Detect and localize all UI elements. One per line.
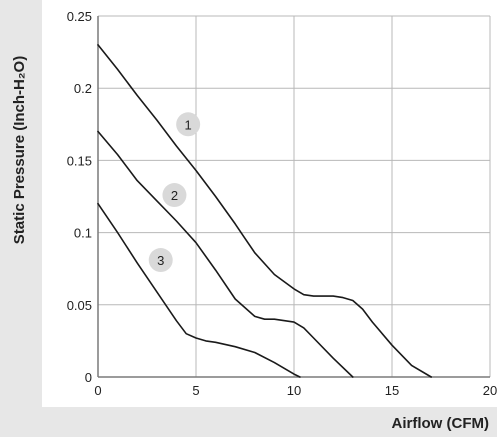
- y-tick-label: 0: [85, 370, 92, 385]
- curve-label-text: 2: [171, 188, 178, 203]
- curve-label-circle: [176, 112, 201, 137]
- x-axis-title: Airflow (CFM): [392, 415, 489, 432]
- y-tick-label: 0.15: [67, 153, 92, 168]
- left-axis-band: [0, 0, 42, 437]
- series-lines: [97, 44, 433, 378]
- curve-label-circle: [162, 183, 187, 208]
- x-tick-label: 0: [94, 383, 101, 398]
- curve-label-circle: [148, 248, 173, 273]
- y-tick-label: 0.2: [74, 81, 92, 96]
- series-line-2: [97, 130, 354, 378]
- axes: [97, 16, 490, 378]
- series-line-3: [97, 202, 301, 378]
- curve-labels: 1 2 3: [148, 112, 201, 273]
- bottom-axis-band: [0, 407, 497, 437]
- tick-labels: 0 5 10 15 20 0 0.05 0.1 0.15 0.2 0.25: [67, 9, 497, 398]
- y-axis-title: Static Pressure (Inch-H₂O): [11, 56, 28, 244]
- curve-label-1: 1: [176, 112, 201, 137]
- curve-label-3: 3: [148, 248, 173, 273]
- x-tick-label: 5: [192, 383, 199, 398]
- x-tick-label: 10: [287, 383, 301, 398]
- x-tick-label: 20: [483, 383, 497, 398]
- curve-label-text: 1: [185, 117, 192, 132]
- y-tick-label: 0.1: [74, 226, 92, 241]
- curve-label-2: 2: [162, 183, 187, 208]
- x-tick-label: 15: [385, 383, 399, 398]
- y-tick-label: 0.25: [67, 9, 92, 24]
- y-tick-label: 0.05: [67, 298, 92, 313]
- series-line-1: [97, 44, 433, 378]
- curve-label-text: 3: [157, 253, 164, 268]
- grid: [98, 15, 491, 377]
